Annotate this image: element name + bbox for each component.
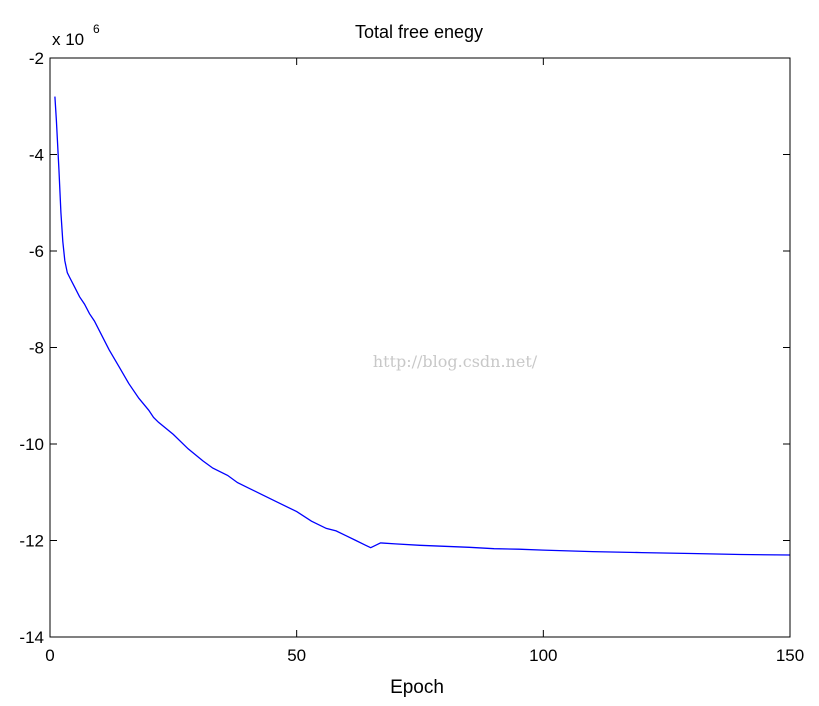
y-tick-label: -4: [29, 146, 44, 165]
x-tick-label: 0: [45, 646, 54, 665]
y-tick-label: -2: [29, 49, 44, 68]
chart-title: Total free enegy: [355, 22, 483, 42]
x-tick-label: 50: [287, 646, 306, 665]
plot-area: [50, 58, 790, 637]
watermark-text: http://blog.csdn.net/: [373, 352, 538, 371]
y-tick-label: -12: [19, 532, 44, 551]
x-axis-label: Epoch: [390, 677, 444, 698]
y-tick-label: -6: [29, 242, 44, 261]
y-exponent-label: x 10: [52, 30, 84, 49]
y-exponent-power: 6: [93, 22, 100, 36]
plot-frame: [49, 57, 791, 638]
axis-tick-labels: 0 50 100 150 -2 -4 -6 -8 -10 -12 -14: [19, 49, 804, 665]
x-tick-label: 150: [776, 646, 804, 665]
y-tick-label: -14: [19, 628, 44, 647]
y-tick-label: -8: [29, 339, 44, 358]
y-tick-label: -10: [19, 435, 44, 454]
series-line: [54, 96, 791, 556]
x-tick-label: 100: [529, 646, 557, 665]
